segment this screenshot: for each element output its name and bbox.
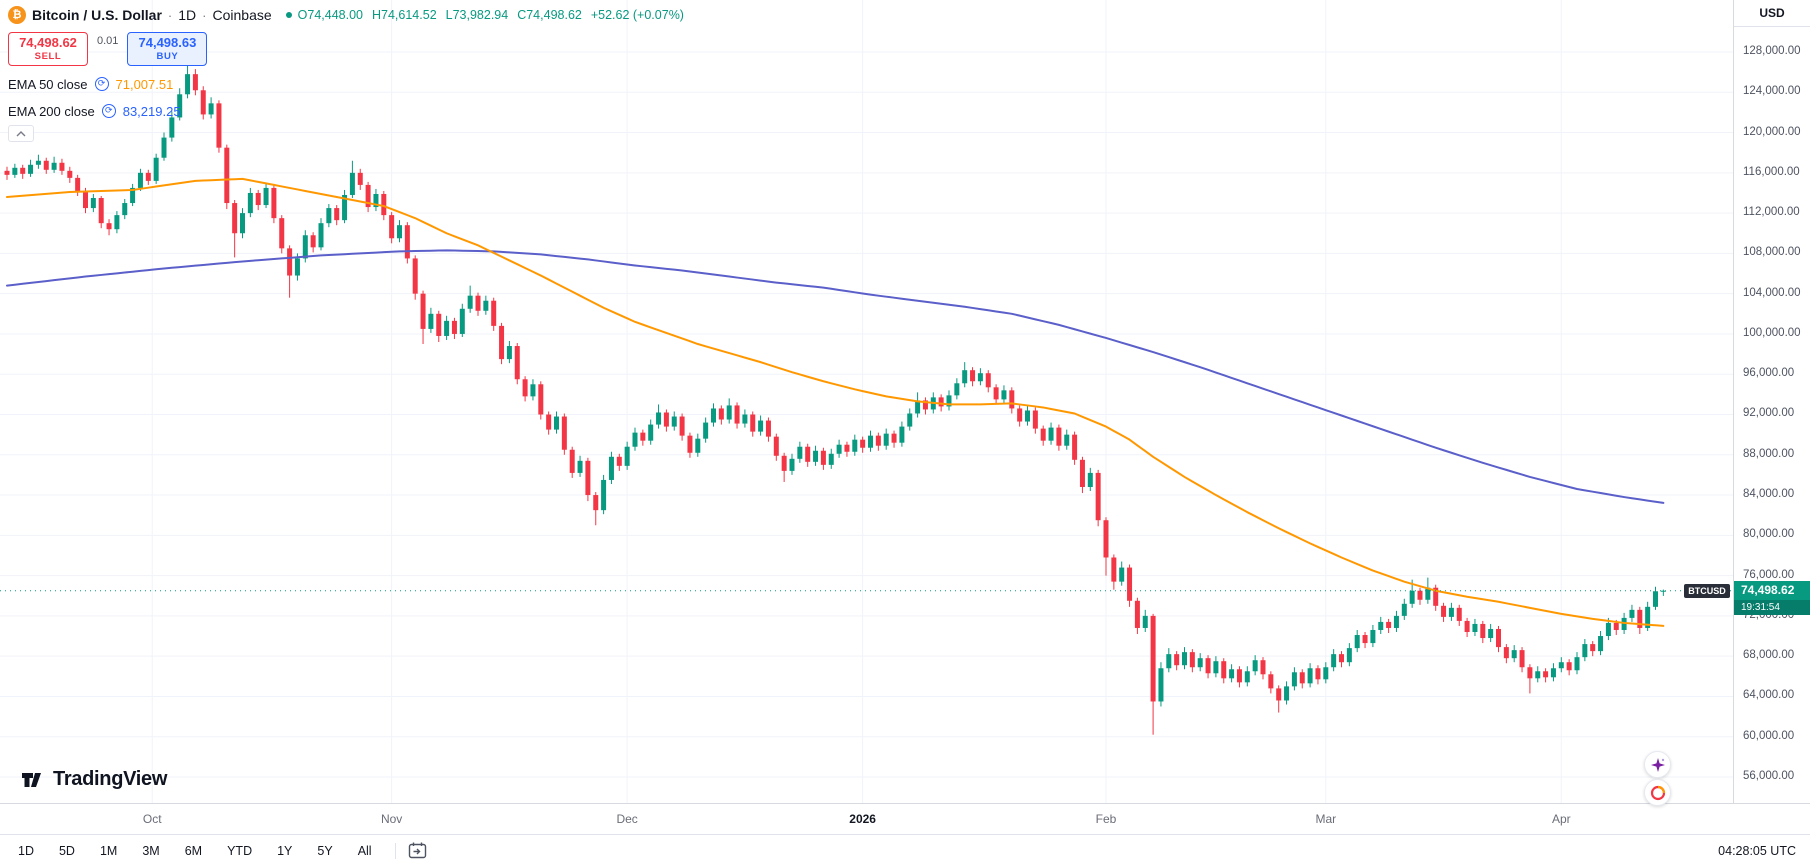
price-tick-label: 108,000.00: [1743, 246, 1801, 259]
indicator-row-ema50[interactable]: EMA 50 close ⟳ 71,007.51: [8, 75, 684, 93]
ohlc-values: O74,448.00 H74,614.52 L73,982.94 C74,498…: [298, 8, 684, 22]
time-tick-label: Dec: [616, 812, 638, 826]
trade-buttons: 74,498.62 SELL 0.01 74,498.63 BUY: [8, 32, 684, 66]
price-tick-label: 84,000.00: [1743, 488, 1795, 501]
high-value: 74,614.52: [381, 8, 437, 22]
sell-button[interactable]: 74,498.62 SELL: [8, 32, 88, 66]
interval-button-5Y[interactable]: 5Y: [317, 843, 333, 858]
symbol-header: ₿ Bitcoin / U.S. Dollar · 1D · Coinbase …: [8, 5, 684, 25]
price-scale[interactable]: USD 128,000.00 124,000.00 120,000.00 116,00…: [1733, 0, 1810, 803]
indicator-loading-icon[interactable]: ⟳: [94, 77, 109, 91]
price-tick-label: 100,000.00: [1743, 326, 1801, 339]
ema50-line: [6, 177, 1665, 627]
open-key: O: [297, 8, 308, 22]
sell-price: 74,498.62: [19, 35, 77, 50]
current-price-axis-label: 74,498.62 19:31:54: [1734, 580, 1810, 615]
time-tick-label: Feb: [1095, 812, 1117, 826]
circular-badge-icon-button[interactable]: [1644, 779, 1671, 806]
price-tick-label: 80,000.00: [1743, 528, 1795, 541]
circular-badge-icon: [1650, 785, 1665, 800]
title-separator: ·: [167, 7, 173, 23]
price-tick-label: 88,000.00: [1743, 447, 1795, 460]
buy-label: BUY: [156, 51, 179, 62]
price-tick-label: 64,000.00: [1743, 689, 1795, 702]
price-tick-label: 76,000.00: [1743, 568, 1795, 581]
interval-button-3M[interactable]: 3M: [142, 843, 160, 858]
time-scale[interactable]: Oct Nov Dec 2026 Feb Mar Apr: [0, 803, 1810, 834]
indicator-row-ema200[interactable]: EMA 200 close ⟳ 83,219.25: [8, 102, 684, 120]
candlestick-chart[interactable]: [0, 0, 1733, 803]
buy-price: 74,498.63: [138, 35, 197, 50]
chart-region: ₿ Bitcoin / U.S. Dollar · 1D · Coinbase …: [0, 0, 1733, 806]
time-tick-label: 2026: [849, 812, 876, 826]
interval-button-1Y[interactable]: 1Y: [277, 843, 293, 858]
high-key: H: [372, 8, 382, 22]
grid-layer: [0, 0, 1733, 803]
sparkle-icon: [1650, 757, 1665, 772]
ema50-label: EMA 50 close: [8, 76, 88, 92]
open-value: 74,448.00: [307, 8, 363, 22]
price-tick-label: 56,000.00: [1743, 770, 1795, 782]
calendar-arrow-icon: [408, 842, 426, 859]
price-tick-label: 96,000.00: [1743, 367, 1795, 380]
current-price-value: 74,498.62: [1734, 580, 1810, 600]
interval-button-5D[interactable]: 5D: [58, 843, 75, 858]
ema50-value: 71,007.51: [115, 76, 174, 92]
interval-button-6M[interactable]: 6M: [184, 843, 203, 858]
tradingview-logo[interactable]: TradingView: [20, 766, 167, 792]
interval-label[interactable]: 1D: [178, 7, 197, 23]
tradingview-logo-icon: [22, 773, 41, 787]
interval-button-1M[interactable]: 1M: [99, 843, 118, 858]
close-key: C: [517, 8, 527, 22]
chevron-up-icon: [16, 130, 26, 136]
symbol-title[interactable]: Bitcoin / U.S. Dollar: [32, 7, 162, 23]
floating-icons: [1644, 751, 1671, 807]
price-tick-label: 124,000.00: [1743, 85, 1801, 98]
price-tick-label: 120,000.00: [1743, 125, 1801, 138]
title-separator: ·: [202, 7, 207, 23]
interval-buttons: 1D 5D 1M 3M 6M YTD 1Y 5Y All: [14, 841, 393, 861]
sell-label: SELL: [34, 51, 62, 62]
bitcoin-icon: ₿: [8, 6, 26, 24]
buy-button[interactable]: 74,498.63 BUY: [127, 32, 208, 66]
candles-layer: [4, 62, 1666, 735]
bar-close-countdown: 19:31:54: [1734, 599, 1810, 615]
interval-button-All[interactable]: All: [357, 843, 372, 858]
chart-legend: ₿ Bitcoin / U.S. Dollar · 1D · Coinbase …: [8, 5, 684, 120]
session-clock[interactable]: 04:28:05 UTC: [1718, 843, 1796, 858]
price-tick-label: 92,000.00: [1743, 407, 1795, 420]
indicator-loading-icon[interactable]: ⟳: [101, 104, 116, 118]
currency-button[interactable]: USD: [1734, 0, 1810, 27]
price-tick-label: 60,000.00: [1743, 729, 1795, 742]
time-tick-label: Apr: [1551, 812, 1571, 826]
time-tick-label: Oct: [142, 812, 162, 826]
low-value: 73,982.94: [452, 8, 509, 22]
ema200-value: 83,219.25: [122, 103, 181, 119]
toolbar-divider: [394, 842, 396, 859]
price-line-symbol-chip: BTCUSD: [1684, 583, 1730, 598]
time-tick-label: Nov: [380, 812, 403, 826]
price-tick-label: 104,000.00: [1743, 286, 1801, 299]
price-tick-label: 68,000.00: [1743, 649, 1795, 662]
change-value: +52.62 (+0.07%): [590, 8, 684, 22]
ema200-line: [6, 249, 1665, 504]
close-value: 74,498.62: [526, 8, 582, 22]
collapse-legend-button[interactable]: [8, 125, 34, 142]
price-tick-label: 128,000.00: [1743, 44, 1801, 57]
time-tick-label: Mar: [1315, 812, 1337, 826]
spread-value: 0.01: [97, 35, 119, 47]
price-tick-label: 116,000.00: [1743, 165, 1800, 178]
interval-button-YTD[interactable]: YTD: [227, 843, 253, 858]
ema200-label: EMA 200 close: [8, 103, 95, 119]
bottom-toolbar: 1D 5D 1M 3M 6M YTD 1Y 5Y All 04:28:05 UTC: [0, 834, 1810, 866]
tradingview-logo-text: TradingView: [53, 767, 168, 790]
interval-button-1D[interactable]: 1D: [18, 843, 34, 858]
exchange-label[interactable]: Coinbase: [212, 7, 272, 23]
sparkle-icon-button[interactable]: [1644, 751, 1671, 778]
price-tick-label: 112,000.00: [1743, 206, 1800, 219]
low-key: L: [445, 8, 453, 22]
realtime-dot-icon: [285, 12, 292, 18]
go-to-date-button[interactable]: [408, 841, 427, 860]
